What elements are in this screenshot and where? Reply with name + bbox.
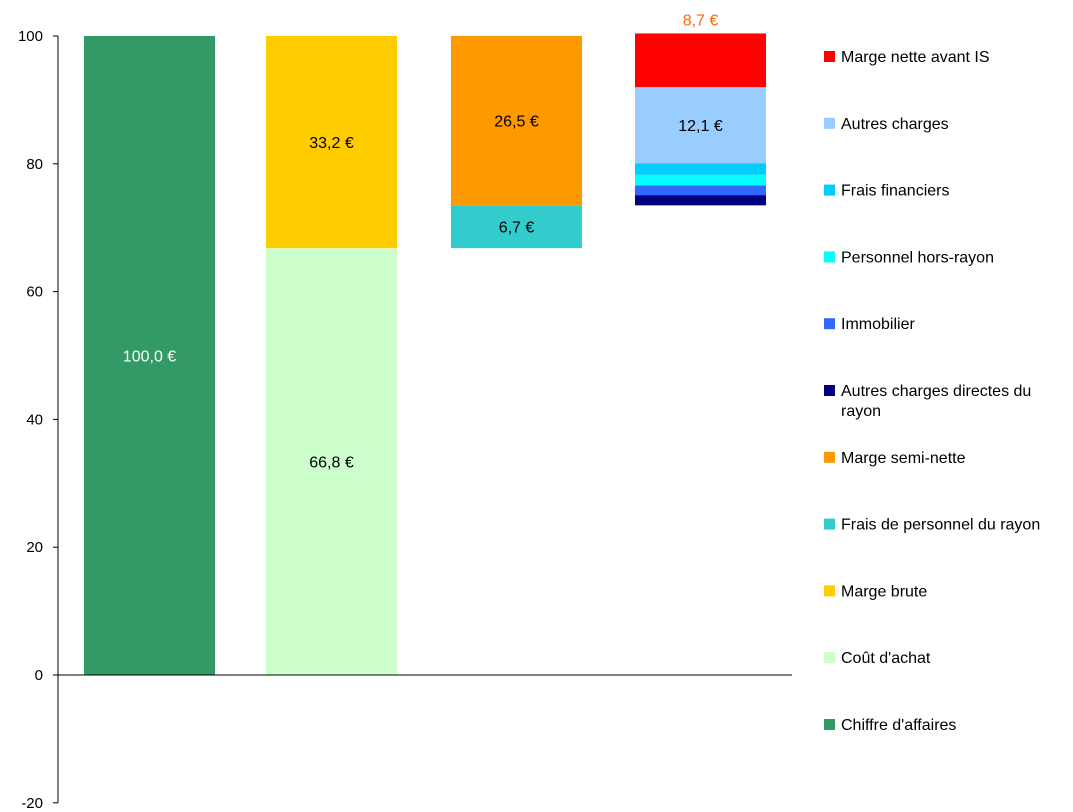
legend-swatch	[824, 652, 835, 664]
legend-swatch	[824, 51, 835, 62]
legend-label: Marge brute	[841, 583, 927, 600]
legend-swatch	[824, 585, 835, 597]
legend-label: Frais de personnel du rayon	[841, 517, 1040, 534]
legend-swatch	[824, 719, 835, 730]
legend-swatch	[824, 318, 835, 330]
y-tick-label: 60	[26, 284, 43, 301]
bar-segment	[635, 163, 766, 175]
y-tick-label: 40	[26, 411, 43, 428]
data-label: 12,1 €	[678, 118, 723, 135]
data-label: 8,7 €	[683, 12, 719, 29]
bar-segment	[635, 174, 766, 186]
legend-label: Chiffre d'affaires	[841, 717, 956, 734]
legend-swatch	[824, 385, 835, 396]
data-label: 33,2 €	[309, 135, 354, 152]
legend-label: Immobilier	[841, 316, 915, 333]
legend-label: Autres charges directes du rayon	[841, 383, 1031, 420]
y-tick-label: 0	[35, 667, 43, 684]
bar-segment	[635, 33, 766, 88]
legend-swatch	[824, 518, 835, 530]
bar-segment	[451, 205, 582, 249]
data-label: 66,8 €	[309, 455, 354, 472]
legend-swatch	[824, 117, 835, 129]
bar-segment	[266, 36, 397, 249]
legend-swatch	[824, 184, 835, 196]
legend-label: Marge semi-nette	[841, 450, 966, 467]
legend-label: Autres charges	[841, 116, 949, 133]
data-label: 6,7 €	[499, 220, 535, 237]
legend-swatch	[824, 251, 835, 263]
y-tick-label: 80	[26, 156, 43, 173]
bar-segment	[635, 87, 766, 164]
bar-segment	[84, 36, 215, 675]
bar-segment	[635, 195, 766, 206]
legend-swatch	[824, 451, 835, 463]
legend-label: Coût d'achat	[841, 650, 931, 667]
legend-label: Personnel hors-rayon	[841, 249, 994, 266]
bar-segment	[266, 248, 397, 675]
bar-segment	[451, 36, 582, 206]
legend-label: Marge nette avant IS	[841, 49, 990, 66]
bar-segment	[635, 185, 766, 196]
y-tick-label: -20	[21, 795, 43, 812]
legend-label: Frais financiers	[841, 183, 949, 200]
y-tick-label: 100	[18, 28, 43, 45]
data-label: 26,5 €	[494, 114, 539, 131]
data-label: 100,0 €	[123, 349, 176, 366]
y-tick-label: 20	[26, 539, 43, 556]
